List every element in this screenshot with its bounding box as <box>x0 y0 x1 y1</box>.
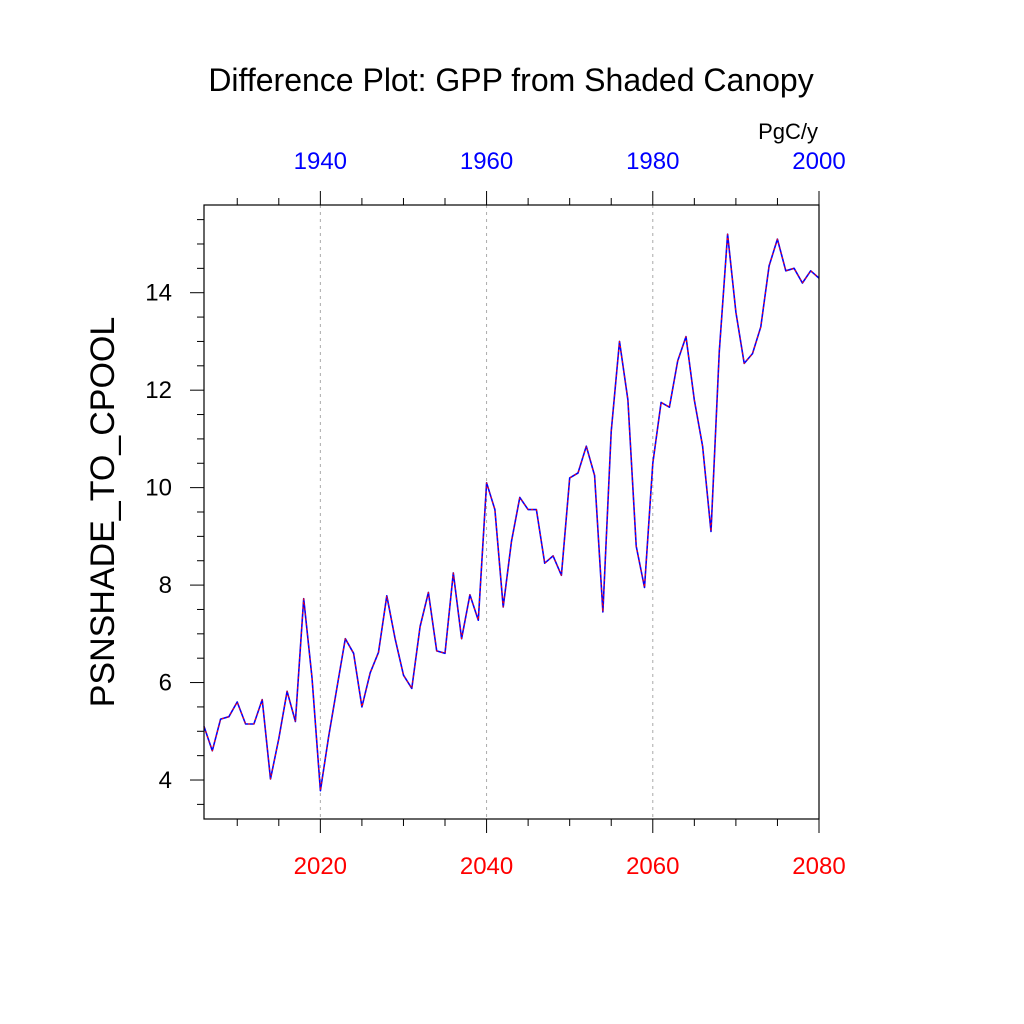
x-bottom-tick-label: 2060 <box>626 853 679 880</box>
x-bottom-tick-label: 2020 <box>294 853 347 880</box>
x-top-tick-label: 1940 <box>294 148 347 175</box>
y-tick-label: 12 <box>145 377 172 404</box>
x-top-tick-label: 2000 <box>792 148 845 175</box>
y-tick-label: 14 <box>145 280 172 307</box>
y-axis-label: PSNSHADE_TO_CPOOL <box>84 317 122 708</box>
plot-frame <box>203 204 820 820</box>
x-top-tick-label: 1960 <box>460 148 513 175</box>
series-line-overlay <box>203 233 820 792</box>
units-label: PgC/y <box>758 119 818 144</box>
axis-ticks <box>190 191 820 833</box>
y-tick-label: 6 <box>159 670 172 697</box>
series-layer <box>203 233 820 792</box>
y-tick-label: 10 <box>145 475 172 502</box>
x-bottom-tick-label: 2080 <box>792 853 845 880</box>
tick-labels: 2020 2040 2060 2080 1940 1960 1980 2000 4 6 8 10 12 1… <box>145 148 845 880</box>
y-tick-label: 4 <box>159 767 172 794</box>
x-bottom-tick-label: 2040 <box>460 853 513 880</box>
chart-title: Difference Plot: GPP from Shaded Canopy <box>208 62 813 98</box>
x-top-tick-label: 1980 <box>626 148 679 175</box>
grid-lines <box>319 205 654 819</box>
y-tick-label: 8 <box>159 572 172 599</box>
